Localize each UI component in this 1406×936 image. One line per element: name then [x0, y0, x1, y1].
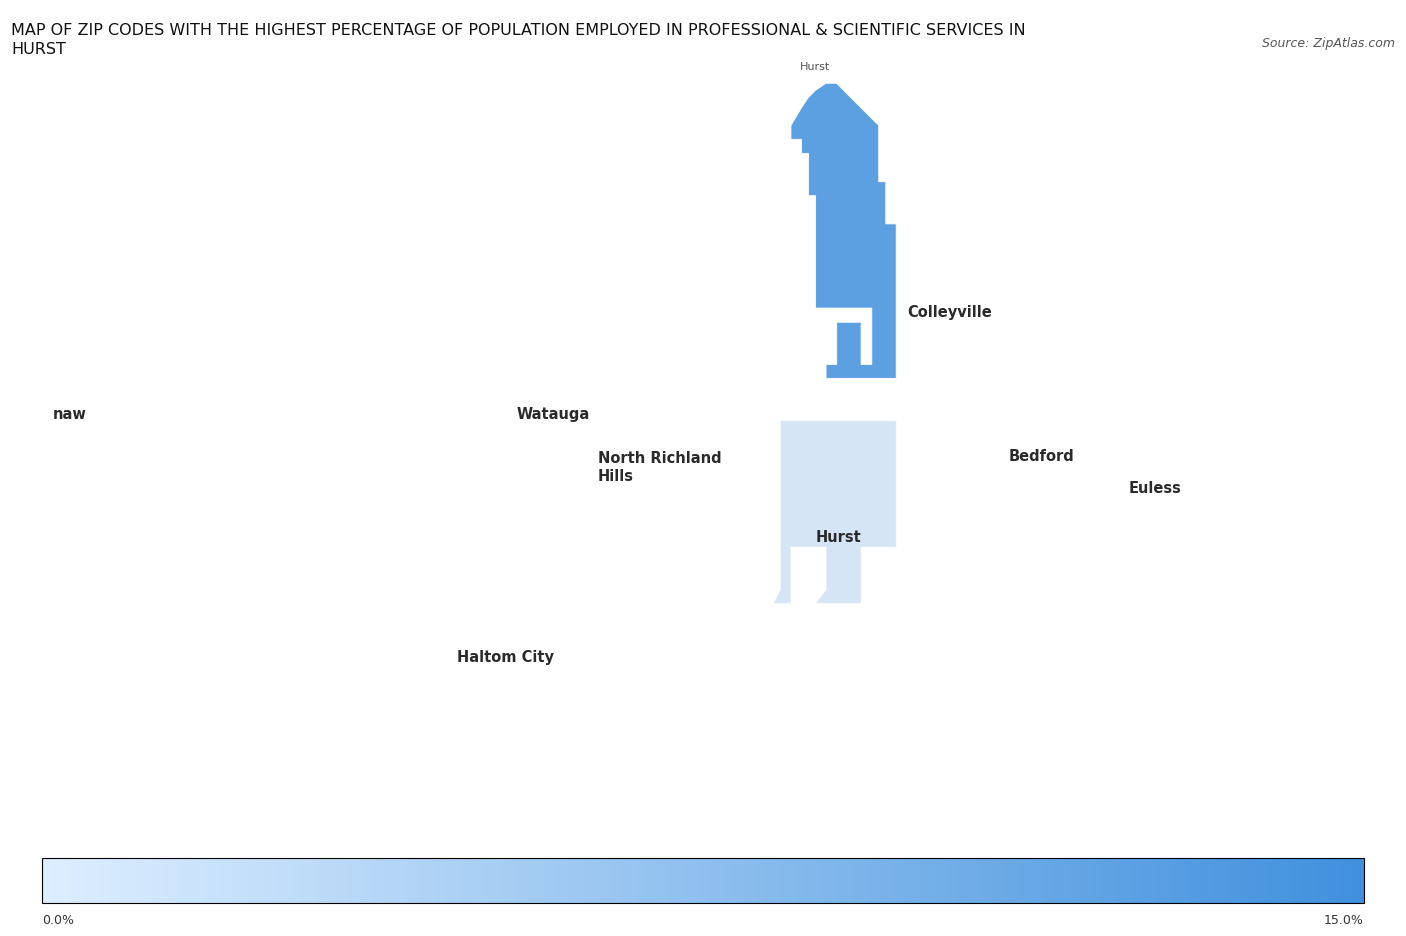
- Text: Source: ZipAtlas.com: Source: ZipAtlas.com: [1261, 37, 1395, 51]
- Text: Bedford: Bedford: [1010, 449, 1074, 464]
- Text: Hurst: Hurst: [800, 62, 831, 71]
- Polygon shape: [792, 84, 897, 379]
- Polygon shape: [756, 379, 897, 604]
- Text: Hurst: Hurst: [815, 530, 862, 545]
- Text: 15.0%: 15.0%: [1324, 913, 1364, 926]
- Text: MAP OF ZIP CODES WITH THE HIGHEST PERCENTAGE OF POPULATION EMPLOYED IN PROFESSIO: MAP OF ZIP CODES WITH THE HIGHEST PERCEN…: [11, 23, 1026, 38]
- Text: 0.0%: 0.0%: [42, 913, 75, 926]
- Text: Haltom City: Haltom City: [457, 649, 554, 664]
- Text: naw: naw: [53, 406, 87, 421]
- Text: Euless: Euless: [1129, 480, 1181, 495]
- Text: Watauga: Watauga: [517, 406, 591, 421]
- Text: HURST: HURST: [11, 42, 66, 57]
- Text: North Richland
Hills: North Richland Hills: [598, 450, 721, 483]
- Text: Colleyville: Colleyville: [907, 305, 991, 320]
